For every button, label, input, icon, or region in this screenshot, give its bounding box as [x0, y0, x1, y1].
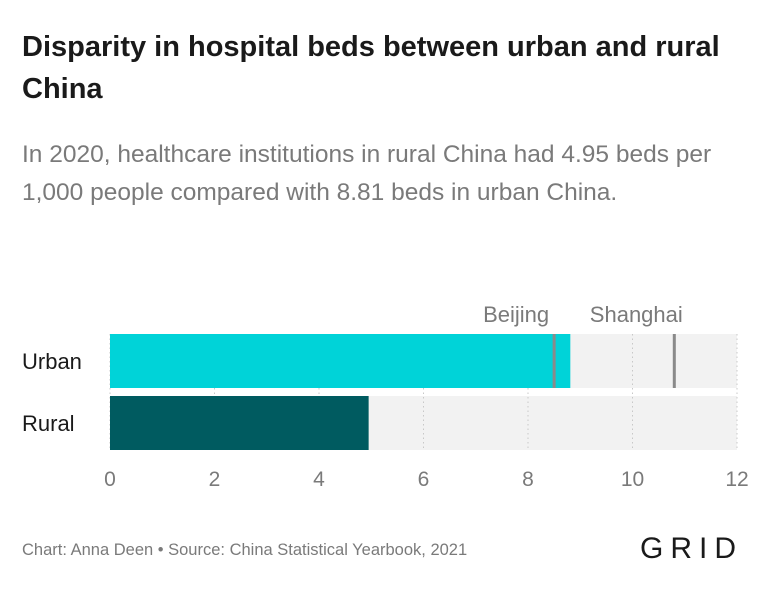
- marker-label-shanghai: Shanghai: [590, 302, 683, 327]
- x-tick-label-12: 12: [725, 468, 748, 491]
- x-tick-label-0: 0: [104, 468, 116, 491]
- chart-subtitle: In 2020, healthcare institutions in rura…: [22, 141, 712, 206]
- category-label-rural: Rural: [22, 411, 75, 436]
- marker-shanghai: [672, 334, 676, 388]
- x-tick-label-2: 2: [209, 468, 221, 491]
- bar-chart: Urban Rural Beijing Shanghai 0 2 4 6 8 10 12: [22, 302, 749, 491]
- bar-urban: [110, 334, 571, 388]
- x-tick-label-4: 4: [313, 468, 325, 491]
- source-credit: Chart: Anna Deen • Source: China Statist…: [22, 541, 468, 559]
- x-tick-label-6: 6: [418, 468, 430, 491]
- x-tick-label-8: 8: [522, 468, 534, 491]
- marker-label-beijing: Beijing: [483, 302, 549, 327]
- x-tick-label-10: 10: [621, 468, 644, 491]
- chart-title: Disparity in hospital beds between urban…: [22, 31, 720, 105]
- grid-logo: GRID: [640, 532, 743, 565]
- bar-rural: [110, 396, 369, 450]
- marker-beijing: [552, 334, 556, 388]
- category-label-urban: Urban: [22, 349, 82, 374]
